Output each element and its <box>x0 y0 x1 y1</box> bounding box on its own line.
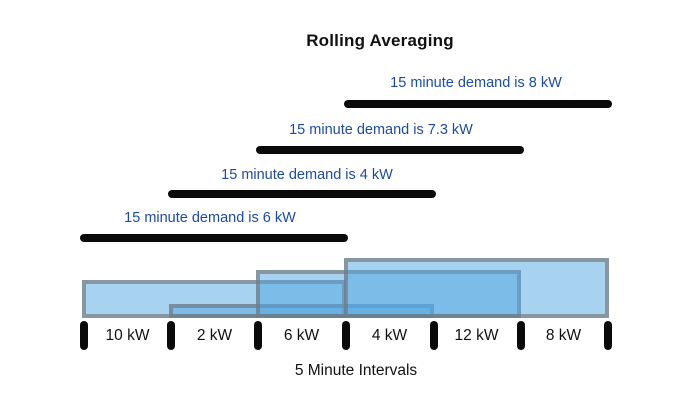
interval-tick-1 <box>80 321 88 350</box>
interval-label-12kw: 12 kW <box>454 327 499 344</box>
demand-window-span-bar-6kw <box>80 234 348 242</box>
x-axis-label: 5 Minute Intervals <box>294 362 418 379</box>
demand-label-8kw: 15 minute demand is 8 kW <box>390 75 562 91</box>
demand-window-span-bar-8kw <box>344 100 612 108</box>
interval-tick-3 <box>254 321 262 350</box>
interval-label-10kw: 10 kW <box>105 327 150 344</box>
interval-tick-5 <box>430 321 438 350</box>
interval-label-6kw: 6 kW <box>283 327 320 344</box>
interval-tick-6 <box>517 321 525 350</box>
demand-label-7-3kw: 15 minute demand is 7.3 kW <box>289 122 473 138</box>
figure-title: Rolling Averaging <box>306 31 454 50</box>
demand-label-4kw: 15 minute demand is 4 kW <box>221 167 393 183</box>
demand-label-6kw: 15 minute demand is 6 kW <box>124 210 296 226</box>
demand-window-span-bar-7-3kw <box>256 146 524 154</box>
interval-label-2kw: 2 kW <box>196 327 233 344</box>
rolling-window-rect-8kw <box>344 258 609 318</box>
interval-tick-2 <box>167 321 175 350</box>
interval-label-4kw: 4 kW <box>371 327 408 344</box>
demand-window-span-bar-4kw <box>168 190 436 198</box>
interval-tick-4 <box>342 321 350 350</box>
interval-tick-7 <box>604 321 612 350</box>
interval-label-8kw: 8 kW <box>545 327 582 344</box>
